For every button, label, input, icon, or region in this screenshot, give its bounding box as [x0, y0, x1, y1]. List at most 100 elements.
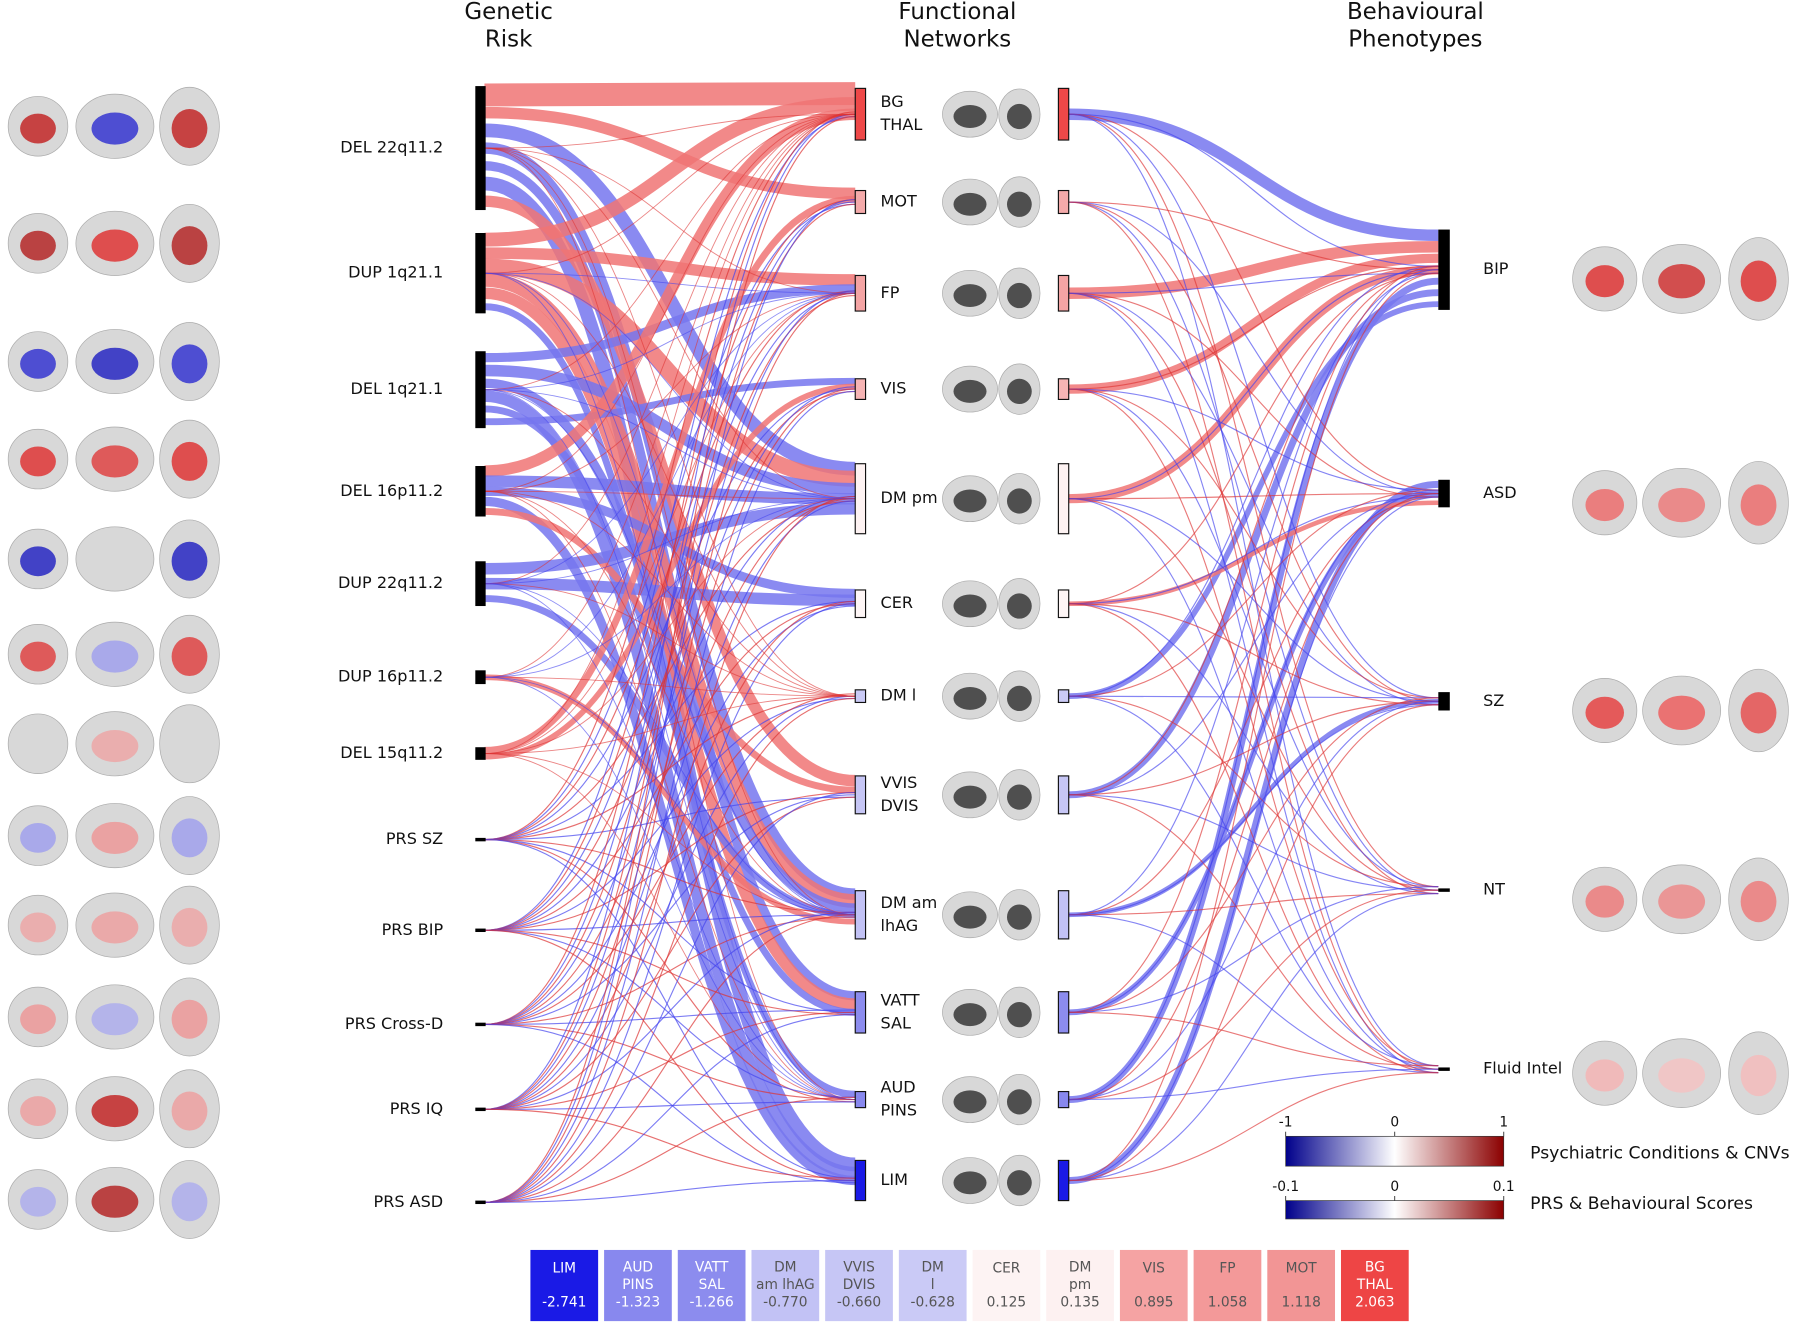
link — [484, 386, 856, 1025]
summary-box — [825, 1249, 893, 1322]
summary-box — [898, 1249, 967, 1322]
label: DM l — [880, 686, 916, 705]
link — [484, 508, 856, 794]
brain-overlay — [171, 1182, 208, 1222]
link — [484, 1011, 856, 1110]
link — [484, 490, 856, 500]
summary-value: 0.895 — [1134, 1295, 1173, 1311]
link — [484, 600, 856, 1110]
colorbar-tick-label: -1 — [1279, 1115, 1293, 1131]
link — [484, 147, 856, 294]
link — [1068, 1072, 1439, 1182]
brain-overlay — [91, 729, 139, 763]
brain-overlay — [1585, 696, 1625, 729]
link — [484, 108, 856, 477]
summary-value: 0.135 — [1060, 1295, 1099, 1311]
summary-box — [1193, 1249, 1262, 1322]
link — [484, 389, 856, 697]
brain-overlay — [953, 1171, 987, 1195]
node-label: BIP — [1483, 259, 1509, 278]
node-bar — [1057, 463, 1070, 535]
node-bar — [1438, 479, 1450, 508]
brain-overlay — [1006, 1170, 1032, 1196]
summary-value: 0.125 — [987, 1295, 1026, 1311]
link — [484, 272, 856, 500]
label: THAL — [1356, 1277, 1393, 1293]
link — [484, 676, 856, 1101]
brain-overlay — [91, 1003, 139, 1036]
link — [1068, 794, 1439, 1070]
link — [1068, 1068, 1439, 1101]
label: Functional — [898, 0, 1016, 25]
link — [1068, 498, 1439, 702]
link — [484, 600, 856, 841]
link — [1068, 704, 1439, 1182]
link — [1068, 272, 1439, 294]
link — [1068, 272, 1439, 605]
brain-overlay — [953, 192, 987, 216]
brain-overlay — [953, 105, 987, 128]
brain-overlay — [1006, 103, 1032, 130]
node-bar — [854, 189, 867, 215]
brain-overlay — [1658, 263, 1706, 299]
colorbar-tick-label: 0 — [1390, 1115, 1399, 1131]
brain-overlay — [20, 113, 56, 144]
node-bar — [1057, 991, 1070, 1034]
brain-overlay — [1006, 1089, 1032, 1115]
link — [484, 1096, 856, 1203]
link — [484, 292, 856, 492]
label: THAL — [879, 115, 922, 134]
link — [1068, 700, 1439, 1101]
node-bar — [475, 1022, 486, 1027]
node-bar — [854, 689, 867, 704]
label: DVIS — [880, 796, 918, 815]
link — [1068, 490, 1439, 1016]
brain-image — [7, 713, 69, 774]
link — [1068, 704, 1439, 916]
brain-overlay — [91, 1094, 139, 1128]
link — [1068, 269, 1439, 1101]
link — [484, 929, 856, 1182]
node-bar — [1057, 87, 1070, 141]
label: FP — [880, 283, 899, 302]
brain-overlay — [20, 348, 56, 379]
link — [484, 676, 856, 916]
link — [484, 603, 856, 931]
summary-box — [751, 1249, 820, 1322]
node-bar — [475, 837, 486, 842]
link — [484, 147, 856, 697]
link — [484, 583, 856, 916]
link — [1068, 695, 1439, 699]
link — [1068, 265, 1439, 697]
label: DM pm — [880, 488, 937, 507]
label: DM — [774, 1260, 796, 1276]
link — [1068, 498, 1439, 891]
brain-overlay — [953, 686, 987, 710]
link — [484, 106, 856, 200]
link — [484, 111, 856, 1025]
label: MOT — [880, 192, 916, 211]
brain-overlay — [953, 905, 987, 929]
brain-overlay — [91, 347, 139, 380]
label: DM — [921, 1260, 943, 1276]
brain-overlay — [171, 999, 208, 1039]
brain-overlay — [171, 109, 208, 149]
node-bar — [1057, 189, 1070, 215]
brain-overlay — [1006, 685, 1032, 712]
node-label: PRS BIP — [382, 920, 444, 939]
brain-overlay — [953, 785, 987, 809]
link — [1068, 241, 1439, 300]
link — [484, 113, 856, 391]
colorbar-tick-label: 0 — [1390, 1179, 1399, 1195]
node-bar — [1057, 689, 1070, 704]
link — [484, 914, 856, 1203]
link — [484, 199, 856, 931]
link — [484, 199, 856, 1203]
brain-overlay — [91, 445, 139, 478]
link — [1068, 292, 1439, 706]
colorbar-tick-label: 1 — [1499, 1115, 1508, 1131]
link — [1068, 496, 1439, 605]
link — [484, 272, 856, 294]
link — [1068, 794, 1439, 891]
link — [484, 113, 856, 1110]
